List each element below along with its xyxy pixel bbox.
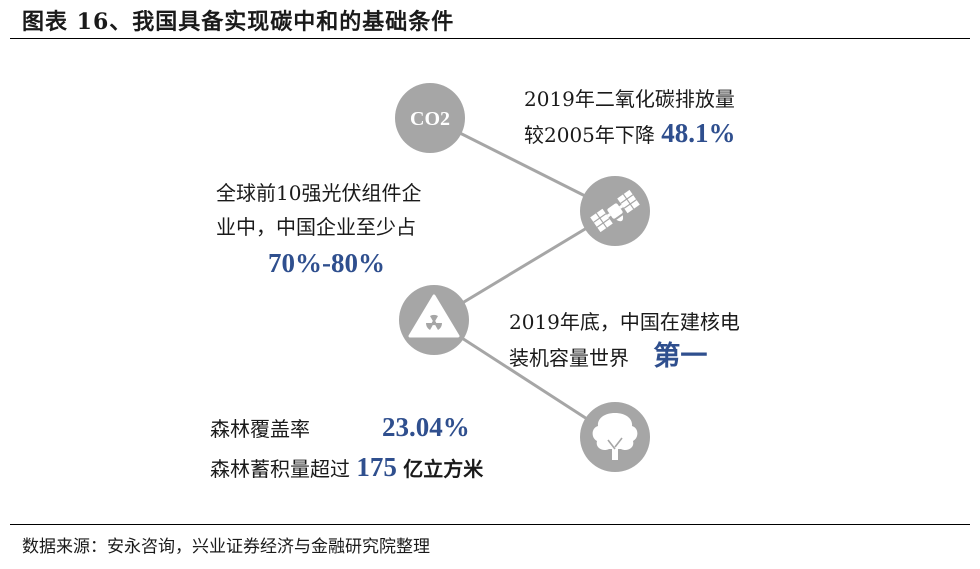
co2-label: CO2: [410, 108, 450, 130]
carbon-line2-prefix: 较2005年下降: [524, 123, 655, 147]
connector-2: [433, 209, 616, 322]
carbon-line2: 较2005年下降 48.1%: [524, 116, 736, 152]
forest-stock-label: 森林蓄积量超过: [210, 457, 350, 481]
nuclear-line2-prefix: 装机容量世界: [509, 346, 629, 370]
forest-stock-value: 175: [356, 452, 397, 482]
forest-cover-label: 森林覆盖率: [210, 417, 310, 441]
solar-share-text: 全球前10强光伏组件企 业中，中国企业至少占 70%-80%: [216, 176, 421, 282]
carbon-highlight: 48.1%: [661, 118, 736, 148]
carbon-reduction-text: 2019年二氧化碳排放量 较2005年下降 48.1%: [524, 82, 736, 152]
nuclear-capacity-text: 2019年底，中国在建核电 装机容量世界 第一: [509, 305, 740, 375]
forest-row2: 森林蓄积量超过 175 亿立方米: [210, 448, 483, 488]
radiation-warning-icon: [399, 285, 469, 355]
figure-title: 图表 16、我国具备实现碳中和的基础条件: [22, 9, 455, 35]
forest-stock-unit: 亿立方米: [403, 457, 484, 481]
nuclear-line1: 2019年底，中国在建核电: [509, 310, 740, 334]
satellite-solar-icon: [580, 176, 650, 246]
connector-3: [433, 318, 616, 439]
forest-stats-text: 森林覆盖率 23.04% 森林蓄积量超过 175 亿立方米: [210, 408, 483, 488]
connector-lines: [429, 116, 616, 439]
solar-highlight: 70%-80%: [268, 248, 385, 278]
title-rule: [10, 38, 970, 39]
source-note: 数据来源：安永咨询，兴业证券经济与金融研究院整理: [22, 537, 430, 557]
carbon-line1: 2019年二氧化碳排放量: [524, 87, 735, 111]
source-rule: [10, 524, 970, 525]
forest-row1: 森林覆盖率 23.04%: [210, 408, 483, 448]
solar-line2: 业中，中国企业至少占: [216, 215, 416, 239]
co2-icon: CO2: [395, 83, 465, 153]
forest-cover-value: 23.04%: [382, 412, 470, 442]
nuclear-highlight: 第一: [653, 341, 708, 371]
solar-line1: 全球前10强光伏组件企: [216, 181, 422, 205]
tree-icon: [580, 402, 650, 472]
nuclear-line2: 装机容量世界 第一: [509, 339, 740, 375]
